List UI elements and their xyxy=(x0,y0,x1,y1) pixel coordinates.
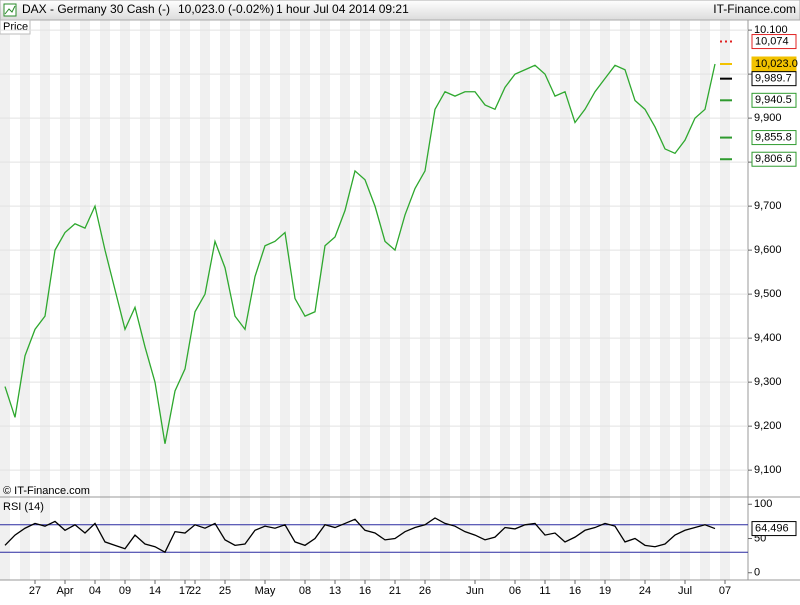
x-tick-label: 22 xyxy=(189,585,201,597)
x-tick-label: 13 xyxy=(329,585,341,597)
price-marker-box xyxy=(751,151,797,167)
y-tick-label: 100 xyxy=(754,498,772,510)
price-marker-label: 9,855.8 xyxy=(755,131,792,143)
price-marker-box xyxy=(751,34,797,50)
price-marker-label: 9,989.7 xyxy=(755,73,792,85)
header-bar xyxy=(0,0,800,21)
day-band xyxy=(720,20,730,580)
x-tick-label: Apr xyxy=(56,585,73,597)
day-band xyxy=(200,20,210,580)
day-band xyxy=(20,20,30,580)
y-tick-label: 10.100 xyxy=(754,24,788,36)
site: IT-Finance.com xyxy=(713,2,796,16)
x-tick-label: 19 xyxy=(599,585,611,597)
panel-title: Price xyxy=(3,21,28,33)
day-band xyxy=(140,20,150,580)
x-tick-label: 16 xyxy=(359,585,371,597)
price-marker-label: 10,074 xyxy=(755,35,789,47)
x-tick-label: Jul xyxy=(678,585,692,597)
day-band xyxy=(120,20,130,580)
day-band xyxy=(320,20,330,580)
day-band xyxy=(460,20,470,580)
price-marker-box xyxy=(751,71,797,87)
last-value-box xyxy=(751,521,797,537)
price-marker-label: 9,940.5 xyxy=(755,94,792,106)
x-tick-label: 26 xyxy=(419,585,431,597)
y-tick-label: 9,600 xyxy=(754,244,782,256)
day-band xyxy=(440,20,450,580)
x-tick-label: 04 xyxy=(89,585,101,597)
day-band xyxy=(600,20,610,580)
day-band xyxy=(540,20,550,580)
day-band xyxy=(60,20,70,580)
day-band xyxy=(220,20,230,580)
x-tick-label: 17 xyxy=(179,585,191,597)
day-band xyxy=(680,20,690,580)
day-band xyxy=(40,20,50,580)
day-band xyxy=(400,20,410,580)
day-band xyxy=(520,20,530,580)
x-tick-label: 06 xyxy=(509,585,521,597)
day-band xyxy=(420,20,430,580)
x-tick-label: 14 xyxy=(149,585,161,597)
panel-title: RSI (14) xyxy=(3,501,44,513)
day-band xyxy=(280,20,290,580)
price-marker-label: 9,806.6 xyxy=(755,153,792,165)
day-band xyxy=(660,20,670,580)
copyright: © IT-Finance.com xyxy=(3,485,90,497)
y-tick-label: 9,300 xyxy=(754,376,782,388)
day-bands xyxy=(0,20,730,580)
period: 1 hour Jul 04 2014 09:21 xyxy=(276,2,409,16)
x-tick-label: 24 xyxy=(639,585,651,597)
day-band xyxy=(620,20,630,580)
header: DAX - Germany 30 Cash (-) 10,023.0 (-0.0… xyxy=(3,2,796,17)
day-band xyxy=(500,20,510,580)
day-band xyxy=(480,20,490,580)
day-band xyxy=(560,20,570,580)
y-tick-label: 9,900 xyxy=(754,112,782,124)
price-marker-box xyxy=(751,56,797,72)
price-marker-label: 10,023.0 xyxy=(755,58,798,70)
x-tick-label: 09 xyxy=(119,585,131,597)
day-band xyxy=(0,20,10,580)
x-tick-label: 07 xyxy=(719,585,731,597)
day-band xyxy=(300,20,310,580)
day-band xyxy=(640,20,650,580)
day-band xyxy=(180,20,190,580)
x-tick-label: 21 xyxy=(389,585,401,597)
x-tick-label: May xyxy=(255,585,276,597)
x-tick-label: 16 xyxy=(569,585,581,597)
y-tick-label: 9,500 xyxy=(754,288,782,300)
day-band xyxy=(360,20,370,580)
day-band xyxy=(100,20,110,580)
day-band xyxy=(260,20,270,580)
y-tick-label: 9,700 xyxy=(754,200,782,212)
last-value-label: 64.496 xyxy=(755,522,789,534)
y-tick-label: 0 xyxy=(754,567,760,579)
x-tick-label: 11 xyxy=(539,585,550,597)
day-band xyxy=(580,20,590,580)
day-band xyxy=(340,20,350,580)
day-band xyxy=(80,20,90,580)
x-tick-label: 08 xyxy=(299,585,311,597)
instrument: DAX - Germany 30 Cash (-) xyxy=(22,2,170,16)
day-band xyxy=(380,20,390,580)
chart-icon-line xyxy=(4,5,16,15)
day-band xyxy=(700,20,710,580)
price-marker-box xyxy=(751,92,797,108)
y-tick-label: 9,400 xyxy=(754,332,782,344)
price-marker-box xyxy=(751,130,797,146)
y-tick-label: 9,200 xyxy=(754,420,782,432)
quote: 10,023.0 (-0.02%) xyxy=(178,2,274,16)
day-band xyxy=(160,20,170,580)
series-line xyxy=(4,63,716,444)
series-line xyxy=(4,517,716,554)
day-band xyxy=(240,20,250,580)
x-tick-label: 27 xyxy=(29,585,41,597)
x-tick-label: 25 xyxy=(219,585,231,597)
y-tick-label: 9,100 xyxy=(754,464,782,476)
x-tick-label: Jun xyxy=(466,585,484,597)
